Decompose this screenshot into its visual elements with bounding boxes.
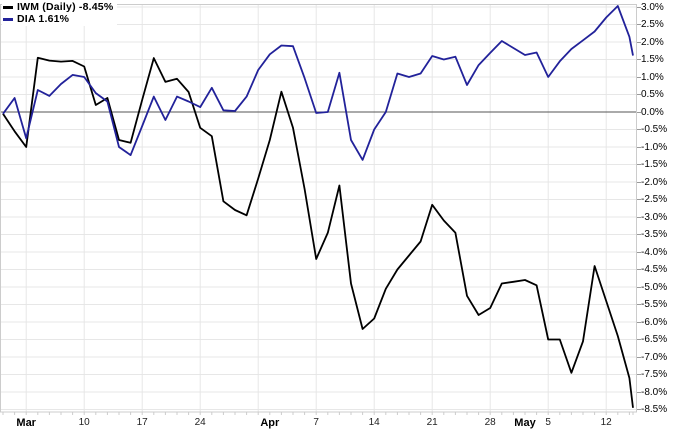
x-axis-tick-label: 14 <box>368 417 380 428</box>
y-axis-tick-label: -5.5% <box>641 299 668 310</box>
y-axis-tick-label: -7.5% <box>641 369 668 380</box>
y-axis-tick-label: -7.0% <box>641 351 668 363</box>
plot-area <box>0 4 637 415</box>
plot-border <box>0 4 637 413</box>
y-axis-tick <box>637 76 641 78</box>
y-axis-tick-label: 0.5% <box>641 89 664 100</box>
chart-legend: IWM (Daily) -8.45% DIA 1.61% <box>2 0 118 26</box>
y-axis-tick-label: 2.5% <box>641 19 664 30</box>
horizontal-gridlines <box>0 6 637 410</box>
y-axis-tick <box>637 164 641 165</box>
y-axis-tick-label: -2.0% <box>641 176 668 188</box>
dia-line-swatch-icon <box>3 17 13 21</box>
y-axis-tick <box>637 374 641 375</box>
y-axis-tick <box>637 356 641 358</box>
x-axis-tick-label: 7 <box>313 417 319 428</box>
x-axis-tick-label: Apr <box>260 417 280 429</box>
y-axis-tick-label: -5.0% <box>641 281 668 293</box>
y-axis-tick <box>637 409 641 410</box>
y-axis-tick-label: 2.0% <box>641 36 664 48</box>
y-axis-tick-label: 3.0% <box>641 1 664 13</box>
y-axis-tick-label: -8.0% <box>641 386 668 398</box>
y-axis-tick <box>637 391 641 393</box>
y-axis-tick <box>637 181 641 183</box>
legend-label-iwm: IWM (Daily) -8.45% <box>17 1 114 13</box>
y-axis-tick-label: -3.5% <box>641 229 668 240</box>
y-axis-tick <box>637 269 641 270</box>
y-axis-tick <box>637 6 641 8</box>
dia-series-line <box>2 5 634 161</box>
y-axis-tick-label: -2.5% <box>641 194 668 205</box>
x-axis-tick-label: 28 <box>484 417 496 428</box>
y-axis-tick-label: -0.5% <box>641 124 668 135</box>
y-axis-tick <box>637 59 641 60</box>
x-axis-tick-label: May <box>514 417 536 429</box>
x-axis-tick-label: 10 <box>78 417 90 428</box>
y-axis-tick <box>637 234 641 235</box>
vertical-gridlines <box>25 4 607 412</box>
y-axis-tick <box>637 129 641 130</box>
y-axis-tick-label: -1.0% <box>641 141 668 153</box>
iwm-line-swatch-icon <box>3 5 13 9</box>
y-axis-tick <box>637 286 641 288</box>
legend-row-iwm: IWM (Daily) -8.45% <box>3 1 113 13</box>
y-axis-tick-label: -6.5% <box>641 334 668 345</box>
y-axis-tick <box>637 94 641 95</box>
y-axis-tick <box>637 24 641 25</box>
x-axis-tick-label: Mar <box>16 417 36 429</box>
y-axis-tick-label: 0.0% <box>641 106 664 118</box>
x-axis-tick-label: 24 <box>194 417 206 428</box>
y-axis-tick <box>637 146 641 148</box>
legend-label-dia: DIA 1.61% <box>17 13 70 25</box>
y-axis-tick-label: 1.0% <box>641 71 664 83</box>
y-axis-tick <box>637 199 641 200</box>
y-axis-tick <box>637 321 641 323</box>
y-axis-tick <box>637 339 641 340</box>
y-axis-tick <box>637 41 641 43</box>
y-axis-tick <box>637 251 641 253</box>
y-axis-tick <box>637 216 641 218</box>
iwm-series-line <box>2 56 634 408</box>
x-axis-tick-label: 5 <box>545 417 551 428</box>
legend-row-dia: DIA 1.61% <box>3 13 113 25</box>
y-axis-tick-label: -4.5% <box>641 264 668 275</box>
y-axis-tick-label: -6.0% <box>641 316 668 328</box>
y-axis-tick-label: -8.5% <box>641 404 668 415</box>
y-axis-tick-label: -3.0% <box>641 211 668 223</box>
y-axis-tick-label: 1.5% <box>641 54 664 65</box>
y-axis-tick-label: -1.5% <box>641 159 668 170</box>
x-axis-tick-label: 12 <box>600 417 612 428</box>
y-axis-tick <box>637 304 641 305</box>
y-axis-tick <box>637 111 641 113</box>
x-axis-tick-label: 17 <box>136 417 148 428</box>
x-axis-tick-label: 21 <box>426 417 438 428</box>
y-axis-tick-label: -4.0% <box>641 246 668 258</box>
